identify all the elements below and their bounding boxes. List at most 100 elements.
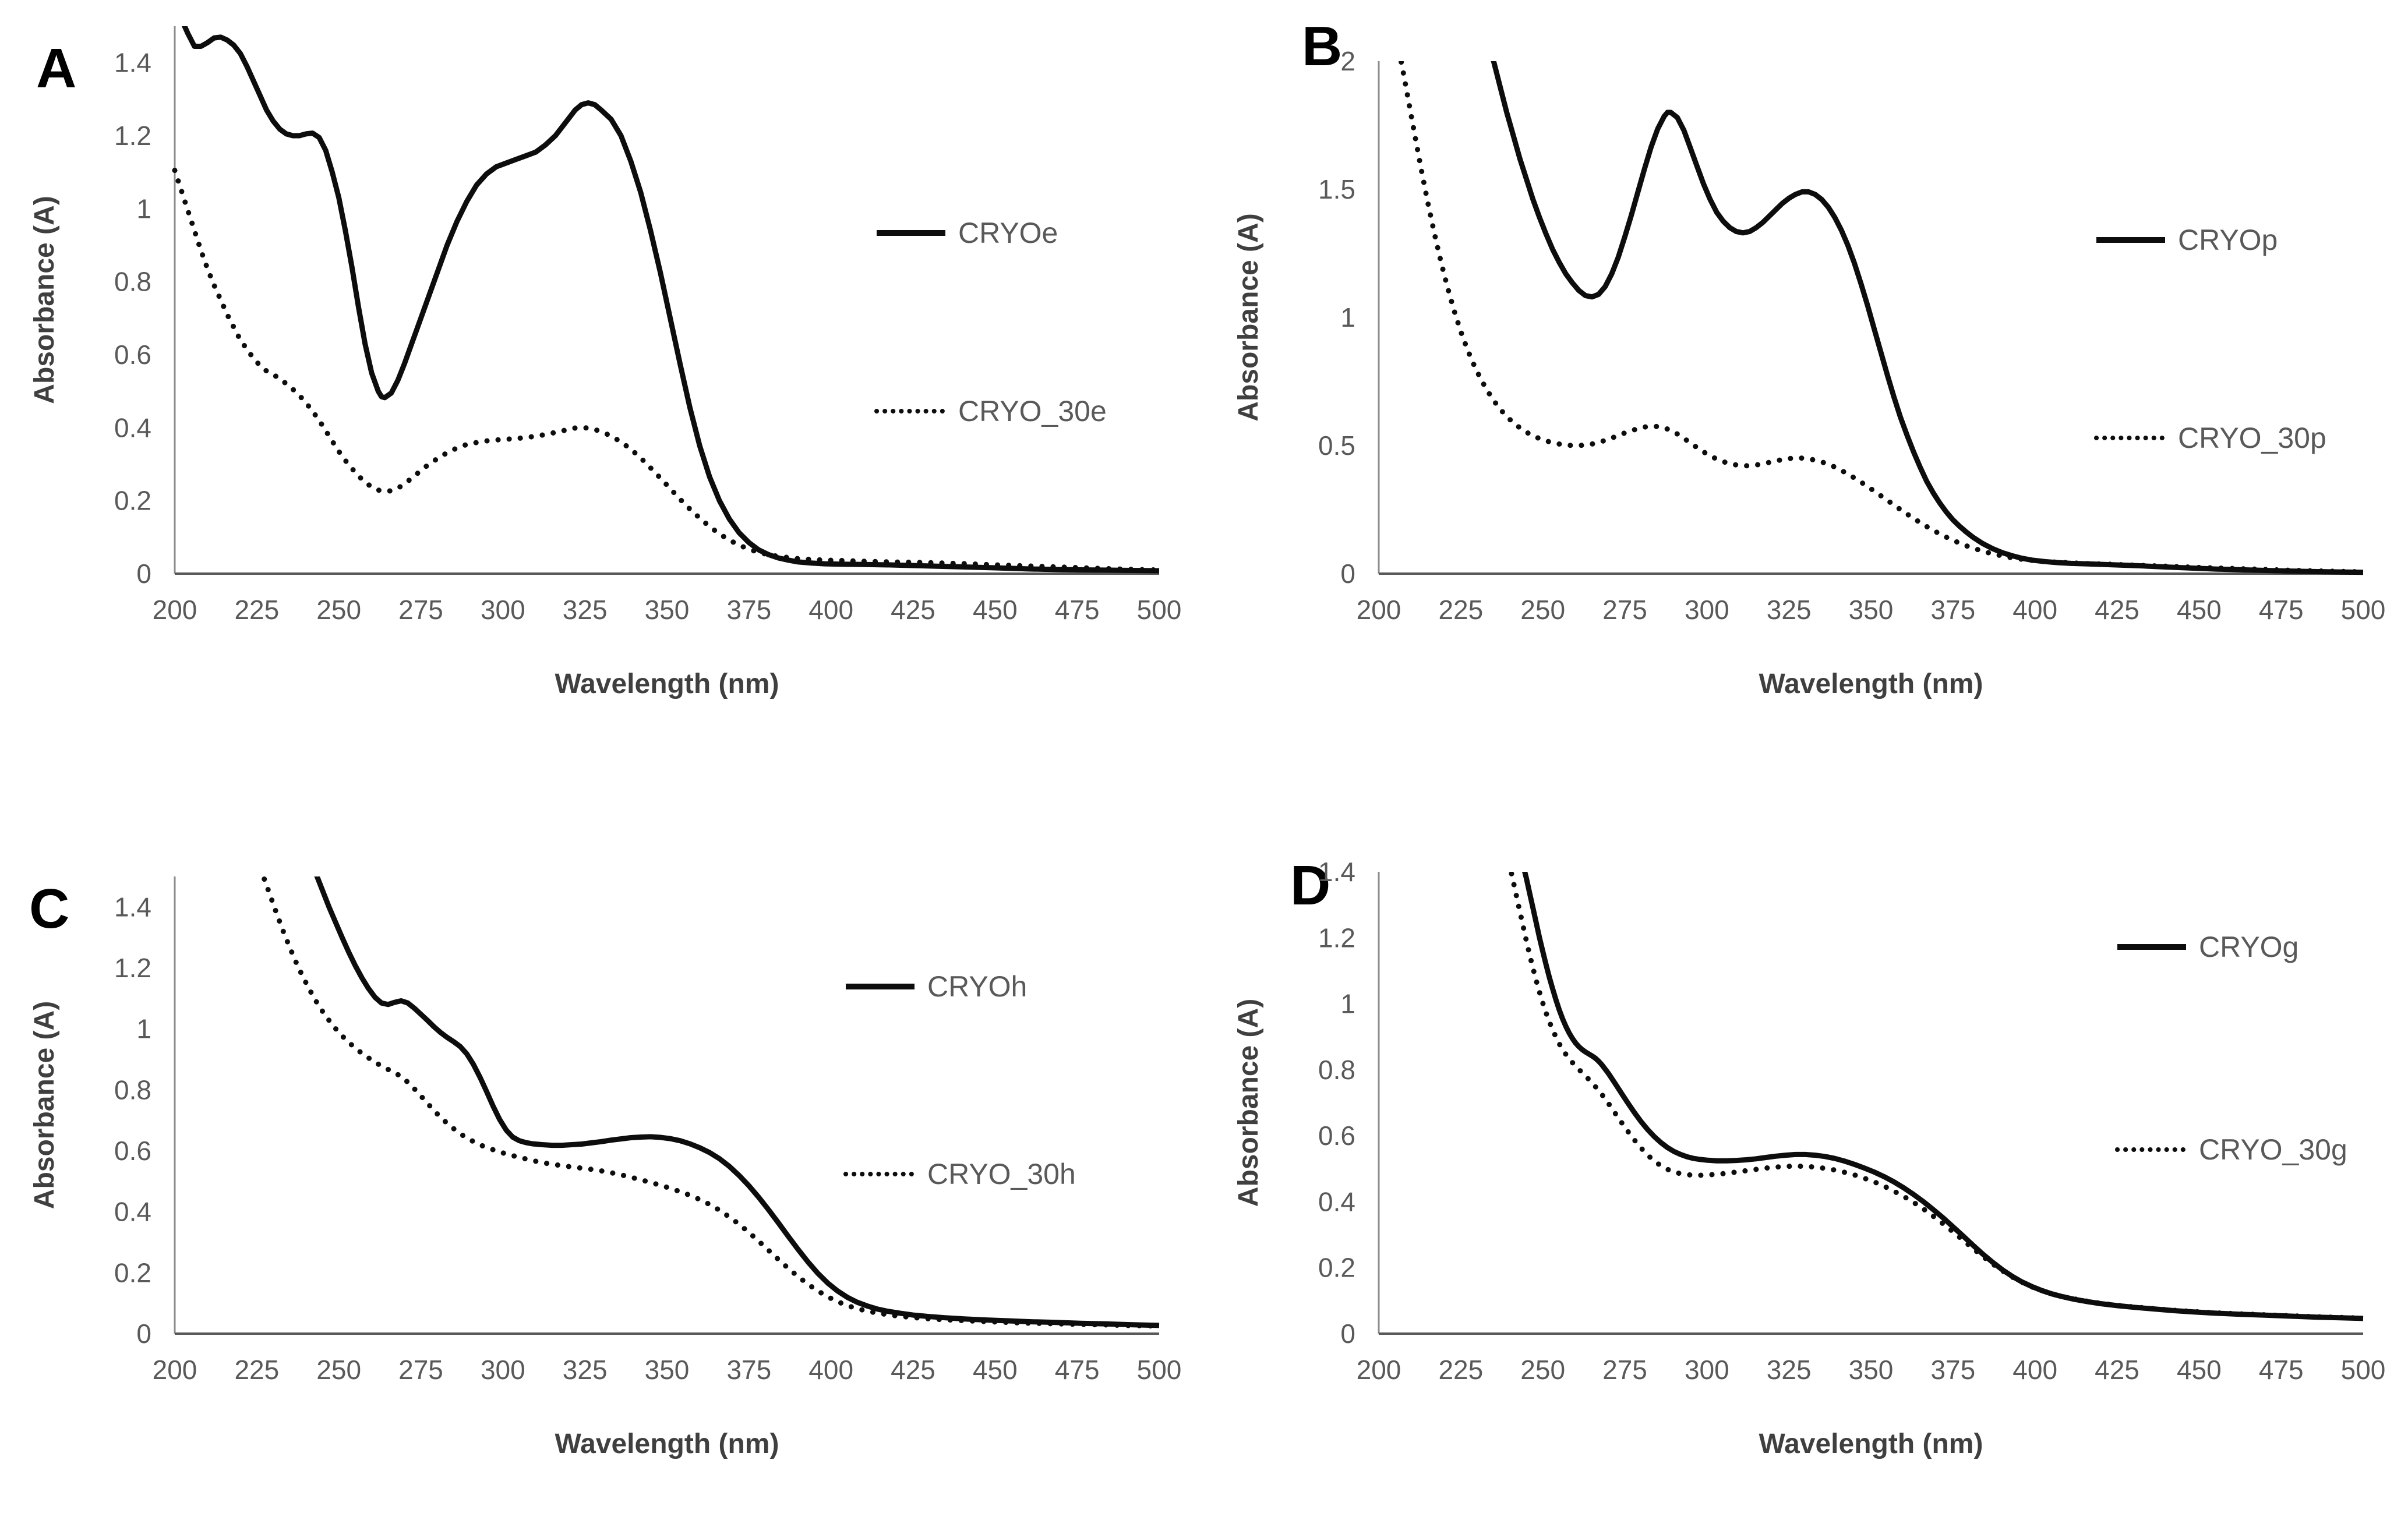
panel-A: A 0 0.2 0.4 0.6 0.8 1 1.2 1.4 200 225 250 275 300 325 3… [0, 0, 1204, 760]
x-tick-label: 300 [481, 1355, 525, 1385]
x-tick-label: 250 [316, 1355, 361, 1385]
x-tick-label: 425 [2095, 1355, 2139, 1385]
series-CRYOp-curve [1491, 61, 2364, 575]
x-tick-label: 250 [1520, 1355, 1565, 1385]
x-tick-label: 350 [1849, 595, 1894, 625]
x-tick-label: 200 [1357, 595, 1401, 625]
x-tick-label: 250 [316, 595, 361, 625]
x-tick-label: 475 [1055, 595, 1100, 625]
series-CRYO_30g-curve [1508, 872, 2366, 1321]
series-CRYOh-curve [314, 876, 1160, 1328]
x-tick-label: 250 [1520, 595, 1565, 625]
y-tick-label: 0.8 [114, 1074, 151, 1105]
x-tick-label: 450 [2177, 595, 2222, 625]
x-tick-label: 425 [891, 595, 935, 625]
x-tick-label: 375 [726, 595, 771, 625]
y-tick-label: 1.4 [114, 892, 151, 922]
y-tick-label: 0 [136, 558, 151, 589]
y-tick-label: 0.6 [114, 1136, 151, 1166]
y-tick-label: 1.4 [114, 48, 151, 78]
legend-label: CRYO_30h [927, 1158, 1076, 1190]
x-tick-label: 375 [1930, 595, 1975, 625]
y-tick-label: 1.4 [1318, 857, 1355, 887]
x-tick-label: 375 [1930, 1355, 1975, 1385]
x-tick-label: 375 [726, 1355, 771, 1385]
x-tick-label: 325 [563, 1355, 608, 1385]
y-tick-label: 0 [1340, 558, 1355, 589]
y-tick-label: 0.2 [114, 486, 151, 516]
y-tick-label: 0.4 [1318, 1186, 1355, 1217]
x-tick-label: 500 [2341, 595, 2386, 625]
x-tick-label: 275 [1602, 1355, 1647, 1385]
legend-label: CRYO_30e [958, 395, 1107, 427]
y-axis-title: Absorbance (A) [1233, 213, 1264, 421]
x-tick-label: 200 [1357, 1355, 1401, 1385]
panel-C-chart: C 0 0.2 0.4 0.6 0.8 1 1.2 1.4 200 225 250 275 300 325 3… [29, 876, 1182, 1459]
x-axis-title: Wavelength (nm) [1759, 669, 1983, 699]
y-tick-label: 0.6 [114, 340, 151, 370]
panel-D-chart: D 0 0.2 0.4 0.6 0.8 1 1.2 1.4 200 225 250 275 300 325 3… [1233, 854, 2386, 1459]
x-tick-label: 200 [153, 1355, 197, 1385]
x-tick-label: 225 [234, 1355, 279, 1385]
x-axis-title: Wavelength (nm) [1759, 1429, 1983, 1459]
y-tick-label: 1.5 [1318, 174, 1355, 204]
series-CRYO_30p-curve [1398, 61, 2366, 575]
x-tick-label: 325 [563, 595, 608, 625]
x-tick-label: 400 [808, 595, 853, 625]
y-axis-title: Absorbance (A) [1233, 999, 1264, 1207]
y-tick-label: 0 [136, 1318, 151, 1349]
y-tick-label: 1 [136, 1014, 151, 1044]
legend-label: CRYOe [958, 217, 1058, 249]
y-axis-title: Absorbance (A) [29, 196, 60, 404]
y-tick-label: 1 [1340, 989, 1355, 1019]
y-tick-label: 0.8 [1318, 1055, 1355, 1085]
x-tick-label: 275 [398, 1355, 443, 1385]
panel-C: C 0 0.2 0.4 0.6 0.8 1 1.2 1.4 200 225 250 275 300 325 3… [0, 760, 1204, 1520]
y-tick-label: 0.4 [114, 412, 151, 443]
x-tick-label: 350 [1849, 1355, 1894, 1385]
x-tick-label: 475 [2259, 595, 2304, 625]
x-tick-label: 400 [2012, 1355, 2057, 1385]
x-tick-label: 500 [2341, 1355, 2386, 1385]
x-tick-label: 350 [645, 595, 690, 625]
y-tick-label: 0.6 [1318, 1120, 1355, 1151]
x-tick-label: 400 [2012, 595, 2057, 625]
x-tick-label: 325 [1767, 595, 1812, 625]
x-tick-label: 500 [1137, 1355, 1182, 1385]
x-tick-label: 275 [1602, 595, 1647, 625]
y-tick-label: 1 [136, 193, 151, 224]
x-tick-label: 475 [1055, 1355, 1100, 1385]
series-CRYO_30h-curve [260, 876, 1162, 1329]
x-tick-label: 200 [153, 595, 197, 625]
x-tick-label: 300 [1685, 1355, 1729, 1385]
y-tick-label: 1.2 [114, 121, 151, 151]
legend-label: CRYOp [2178, 224, 2278, 256]
y-tick-label: 1 [1340, 302, 1355, 333]
series-CRYOg-curve [1522, 872, 2364, 1321]
legend-label: CRYOg [2199, 931, 2298, 963]
legend-label: CRYO_30p [2178, 422, 2326, 454]
y-tick-label: 1.2 [114, 953, 151, 983]
y-tick-label: 0 [1340, 1318, 1355, 1349]
x-axis-title: Wavelength (nm) [555, 669, 779, 699]
panel-letter-A: A [36, 37, 76, 100]
x-axis-title: Wavelength (nm) [555, 1429, 779, 1459]
x-tick-label: 325 [1767, 1355, 1812, 1385]
panel-B: B 0 0.5 1 1.5 2 200 225 250 275 300 325 350 375 400 425… [1204, 0, 2408, 760]
legend-label: CRYOh [927, 970, 1027, 1003]
x-tick-label: 500 [1137, 595, 1182, 625]
x-tick-label: 450 [973, 595, 1018, 625]
x-tick-label: 300 [1685, 595, 1729, 625]
panel-B-chart: B 0 0.5 1 1.5 2 200 225 250 275 300 325 350 375 400 425… [1233, 15, 2386, 699]
x-tick-label: 425 [891, 1355, 935, 1385]
x-tick-label: 450 [973, 1355, 1018, 1385]
series-CRYO_30e-curve [172, 168, 1162, 573]
x-tick-label: 225 [1438, 595, 1483, 625]
x-tick-label: 225 [234, 595, 279, 625]
panel-D: D 0 0.2 0.4 0.6 0.8 1 1.2 1.4 200 225 250 275 300 325 3… [1204, 760, 2408, 1520]
y-tick-label: 0.8 [114, 267, 151, 297]
x-tick-label: 400 [808, 1355, 853, 1385]
x-tick-label: 475 [2259, 1355, 2304, 1385]
x-tick-label: 225 [1438, 1355, 1483, 1385]
